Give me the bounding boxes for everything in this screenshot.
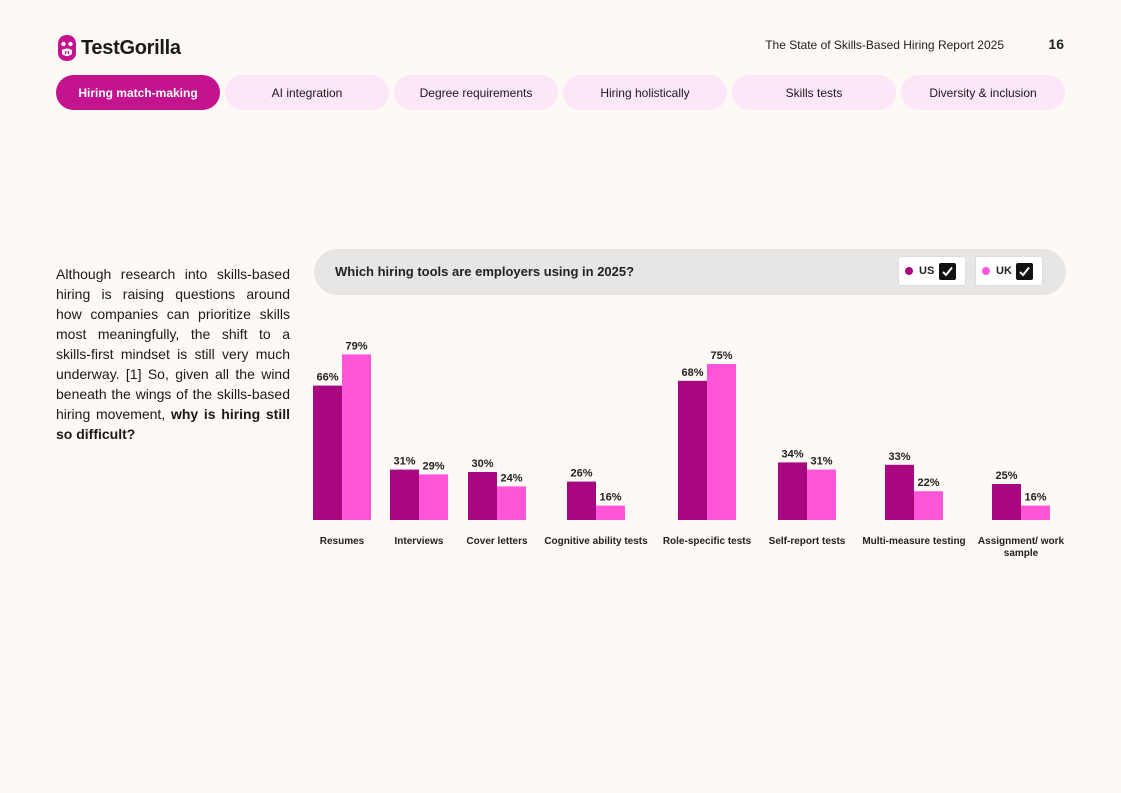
value-label-uk-2: 24% [500, 472, 522, 484]
bar-uk-5 [807, 469, 836, 520]
bar-uk-7 [1021, 505, 1050, 520]
intro-paragraph: Although research into skills-based hiri… [56, 264, 290, 444]
category-label-6: Multi-measure testing [862, 536, 965, 547]
category-label-2: Cover letters [466, 536, 528, 547]
bar-us-7 [992, 484, 1021, 520]
legend-label-uk: UK [996, 265, 1012, 277]
checkbox-checked-icon[interactable] [939, 262, 956, 280]
chart-header: Which hiring tools are employers using i… [314, 249, 1066, 295]
bar-us-1 [390, 469, 419, 520]
bar-us-5 [778, 462, 807, 520]
legend-toggle-us[interactable]: US [898, 256, 966, 286]
bar-uk-2 [497, 486, 526, 520]
category-label-1: Interviews [395, 536, 444, 547]
intro-question: why is hiring still so difficult? [56, 406, 290, 442]
bar-us-6 [885, 464, 914, 520]
bar-uk-6 [914, 491, 943, 520]
uk-dot-icon [982, 267, 990, 275]
category-label-3: Cognitive ability tests [544, 536, 648, 547]
value-label-us-7: 25% [995, 470, 1017, 482]
value-label-us-0: 66% [316, 372, 338, 384]
value-label-us-1: 31% [393, 456, 415, 468]
value-label-uk-0: 79% [345, 340, 367, 352]
bar-uk-1 [419, 474, 448, 520]
value-label-uk-3: 16% [599, 492, 621, 504]
tab-diversity-inclusion[interactable]: Diversity & inclusion [901, 75, 1065, 110]
value-label-us-5: 34% [781, 448, 803, 460]
category-label-7: Assignment/ work [978, 536, 1065, 547]
value-label-us-2: 30% [471, 458, 493, 470]
value-label-us-3: 26% [570, 468, 592, 480]
tab-ai-integration[interactable]: AI integration [225, 75, 389, 110]
tab-hiring-match-making[interactable]: Hiring match-making [56, 75, 220, 110]
section-tabs: Hiring match-making AI integration Degre… [56, 75, 1065, 110]
us-dot-icon [905, 267, 913, 275]
brand-logo[interactable]: TestGorilla [57, 34, 181, 62]
bar-uk-4 [707, 364, 736, 520]
legend-label-us: US [919, 265, 935, 277]
gorilla-logo-icon [58, 35, 76, 61]
checkbox-checked-icon[interactable] [1016, 262, 1033, 280]
value-label-uk-5: 31% [810, 456, 832, 468]
bar-us-4 [678, 380, 707, 520]
value-label-uk-6: 22% [917, 477, 939, 489]
category-label-5: Self-report tests [769, 536, 846, 547]
tab-degree-requirements[interactable]: Degree requirements [394, 75, 558, 110]
legend-toggle-uk[interactable]: UK [975, 256, 1043, 286]
bar-us-2 [468, 472, 497, 520]
category-label-4: Role-specific tests [663, 536, 752, 547]
intro-text: Although research into skills-based hiri… [56, 266, 290, 422]
tab-hiring-holistically[interactable]: Hiring holistically [563, 75, 727, 110]
tab-skills-tests[interactable]: Skills tests [732, 75, 896, 110]
value-label-uk-7: 16% [1024, 492, 1046, 504]
value-label-uk-1: 29% [422, 460, 444, 472]
category-label-7: sample [1004, 548, 1039, 559]
bar-us-0 [313, 385, 342, 520]
brand-name: TestGorilla [81, 36, 181, 59]
value-label-uk-4: 75% [710, 350, 732, 362]
bar-uk-3 [596, 505, 625, 520]
chart-title: Which hiring tools are employers using i… [335, 264, 635, 279]
bar-uk-0 [342, 354, 371, 520]
report-title: The State of Skills-Based Hiring Report … [765, 38, 1004, 52]
bar-chart: 66% 79% Resumes 31% 29% Interviews 30% 24% Cover… [313, 340, 1065, 559]
bar-us-3 [567, 481, 596, 520]
value-label-us-4: 68% [681, 367, 703, 379]
page-number: 16 [1048, 36, 1064, 52]
category-label-0: Resumes [320, 536, 365, 547]
value-label-us-6: 33% [888, 451, 910, 463]
